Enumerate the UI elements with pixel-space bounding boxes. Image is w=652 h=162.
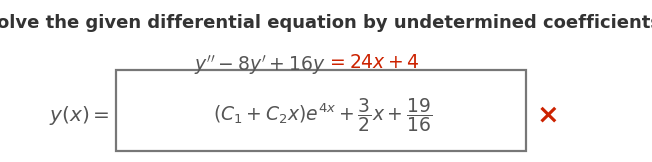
Text: $y'' - 8y' + 16y$: $y'' - 8y' + 16y$	[194, 53, 326, 77]
Text: $y(x) =$: $y(x) =$	[50, 104, 110, 127]
Text: $ = 24x + 4$: $ = 24x + 4$	[326, 53, 420, 72]
Text: $\left(C_1 + C_2 x\right)e^{4x} + \dfrac{3}{2}x + \dfrac{19}{16}$: $\left(C_1 + C_2 x\right)e^{4x} + \dfrac…	[213, 96, 432, 134]
Text: Solve the given differential equation by undetermined coefficients.: Solve the given differential equation by…	[0, 14, 652, 32]
Text: $\mathbf{\times}$: $\mathbf{\times}$	[536, 102, 557, 128]
